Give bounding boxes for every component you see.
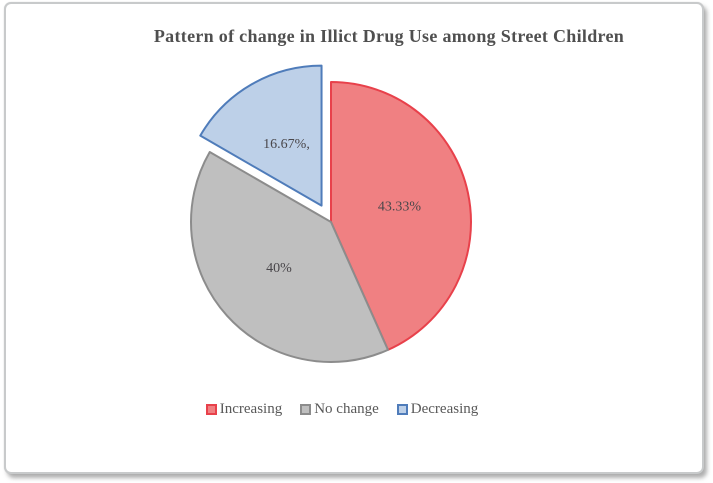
slice-label-decreasing: 16.67%,: [263, 137, 310, 152]
pie-slice-increasing: [330, 81, 472, 351]
legend-swatch-decreasing: [396, 404, 408, 415]
chart-image-frame: Pattern of change in Illict Drug Use amo…: [4, 2, 704, 474]
slice-label-no-change: 40%: [266, 261, 292, 276]
legend-label-no-change: No change: [314, 401, 379, 417]
legend-swatch-increasing: [205, 404, 217, 415]
chart-title: Pattern of change in Illict Drug Use amo…: [153, 26, 625, 46]
pie-slice-decreasing: [199, 64, 323, 207]
pie-chart: 43.33% 40% 16.67%,: [190, 64, 472, 363]
legend-item-increasing: Increasing: [205, 401, 283, 418]
legend-swatch-no-change: [300, 404, 312, 415]
slice-label-increasing: 43.33%: [378, 200, 422, 215]
pie-slice-no-change: [190, 151, 389, 363]
legend-item-decreasing: Decreasing: [396, 401, 479, 418]
legend-item-no-change: No change: [300, 401, 379, 418]
chart-legend: Increasing No change Decreasing: [6, 401, 678, 418]
legend-label-decreasing: Decreasing: [410, 401, 479, 417]
legend-label-increasing: Increasing: [219, 401, 283, 417]
